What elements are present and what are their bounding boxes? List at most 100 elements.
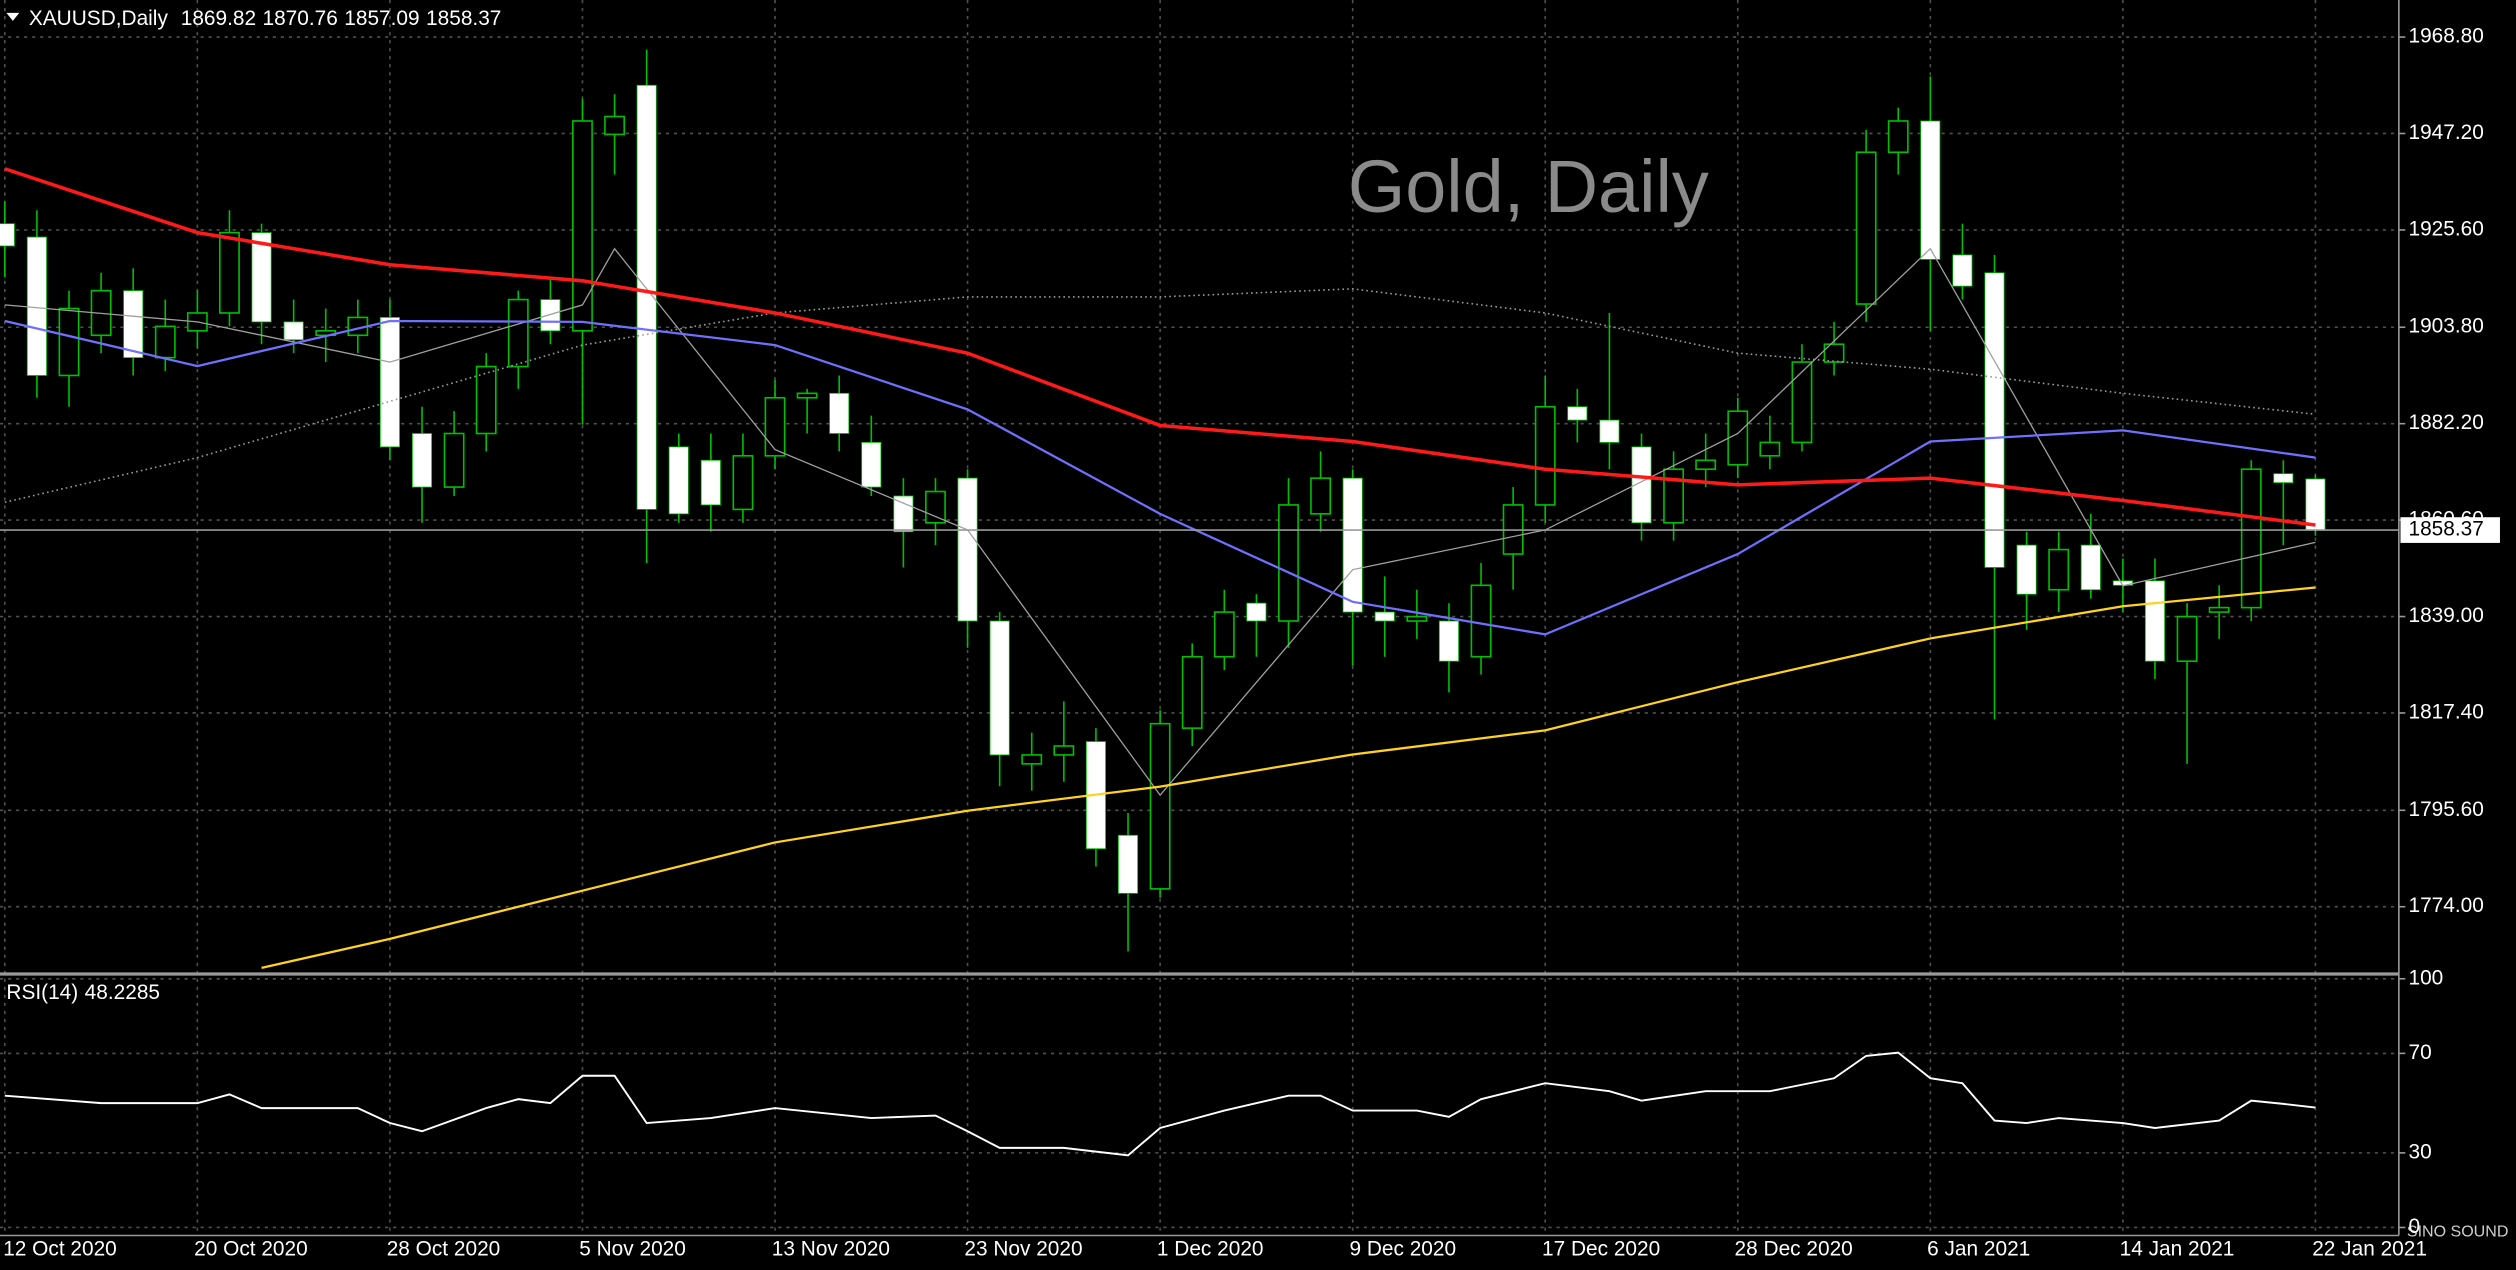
candle-body xyxy=(2144,580,2165,662)
x-tick-label: 28 Oct 2020 xyxy=(387,1237,501,1260)
open: 1869.82 xyxy=(181,7,256,30)
candle-body xyxy=(1246,602,1267,622)
y-tick-label: 1795.60 xyxy=(2408,798,2483,821)
candle-body xyxy=(925,490,946,524)
y-tick-label: 1839.00 xyxy=(2408,604,2483,627)
menu-arrow[interactable] xyxy=(6,12,20,21)
watermark: Gold, Daily xyxy=(1348,145,1709,228)
candle-body xyxy=(411,433,433,488)
x-tick-label: 1 Dec 2020 xyxy=(1157,1237,1264,1260)
current-price-label: 1858.37 xyxy=(2408,518,2483,541)
y-tick-label: 1817.40 xyxy=(2408,700,2483,723)
logo: SINO SOUND xyxy=(2407,1223,2509,1241)
x-tick-label: 22 Jan 2021 xyxy=(2312,1237,2427,1260)
rsi-label: RSI(14) xyxy=(6,981,78,1004)
candle-body xyxy=(1599,419,1620,443)
candle-body xyxy=(2048,548,2070,591)
candle-body xyxy=(1534,405,1556,506)
y-tick-label: 1903.80 xyxy=(2408,315,2483,338)
candle-body xyxy=(26,236,47,376)
candle-body xyxy=(1567,406,1588,421)
candle-body xyxy=(957,477,978,622)
x-tick-label: 13 Nov 2020 xyxy=(772,1237,890,1260)
candle-body xyxy=(700,459,721,506)
candle-body xyxy=(443,432,465,488)
candle-body xyxy=(1791,361,1813,444)
x-tick-label: 17 Dec 2020 xyxy=(1542,1237,1660,1260)
symbol: XAUUSD,Daily xyxy=(29,7,169,30)
moving-average xyxy=(4,319,2316,636)
candle-body xyxy=(764,396,786,457)
candle-body xyxy=(1149,722,1171,890)
candle-body xyxy=(1695,459,1717,471)
candle-body xyxy=(1278,504,1299,622)
x-tick-label: 28 Dec 2020 xyxy=(1735,1237,1853,1260)
candle-body xyxy=(2080,544,2101,591)
candle-body xyxy=(1984,272,2005,568)
candle-body xyxy=(1631,446,1652,524)
y-tick-label: 1968.80 xyxy=(2408,25,2483,48)
candle-body xyxy=(1117,834,1139,894)
candle-body xyxy=(796,392,818,399)
candle-body xyxy=(1310,477,1332,515)
candle-body xyxy=(1342,477,1363,613)
candle-body xyxy=(1823,343,1845,363)
rsi-header: RSI(14) 48.2285 xyxy=(6,981,160,1004)
y-tick-label: 1947.20 xyxy=(2408,121,2483,144)
candle-body xyxy=(1181,655,1203,729)
rsi-tick-label: 100 xyxy=(2408,966,2443,989)
x-tick-label: 20 Oct 2020 xyxy=(194,1237,308,1260)
rsi-last: 48.2285 xyxy=(85,981,160,1004)
rsi-tick-label: 30 xyxy=(2408,1140,2431,1163)
candle-body xyxy=(0,223,15,247)
candle-body xyxy=(251,232,272,323)
low: 1857.09 xyxy=(344,7,419,30)
x-tick-label: 12 Oct 2020 xyxy=(3,1237,117,1260)
candle-body xyxy=(475,365,497,435)
x-tick-label: 5 Nov 2020 xyxy=(579,1237,686,1260)
candle-body xyxy=(2016,544,2037,595)
x-tick-label: 14 Jan 2021 xyxy=(2120,1237,2235,1260)
rsi-tick-label: 0 xyxy=(2408,1215,2420,1238)
candle-body xyxy=(1920,120,1941,260)
candle-body xyxy=(1021,754,1043,765)
candle-body xyxy=(1213,611,1235,658)
candle-body xyxy=(58,307,80,377)
candle-body xyxy=(2273,473,2294,484)
rsi-line xyxy=(4,1051,2316,1157)
candle-body xyxy=(989,620,1010,756)
close: 1858.37 xyxy=(426,7,501,30)
candle-body xyxy=(1438,620,1459,662)
candle-body xyxy=(604,115,625,136)
candle-body xyxy=(732,455,754,511)
header: XAUUSD,Daily 1869.82 1870.76 1857.09 1858.37 xyxy=(29,7,502,30)
y-tick-label: 1774.00 xyxy=(2408,894,2483,917)
x-tick-label: 9 Dec 2020 xyxy=(1349,1237,1456,1260)
y-tick-label: 1925.60 xyxy=(2408,217,2483,240)
candle-body xyxy=(1727,410,1749,466)
candle-body xyxy=(507,298,529,368)
candle-body xyxy=(893,495,914,533)
marks xyxy=(0,49,2326,1157)
x-tick-label: 23 Nov 2020 xyxy=(964,1237,1082,1260)
moving-average xyxy=(4,247,2316,797)
candle-body xyxy=(2240,468,2262,609)
candle-body xyxy=(668,446,689,515)
candle-body xyxy=(154,325,176,359)
candle-body xyxy=(2208,606,2230,613)
candle-body xyxy=(219,231,240,314)
x-tick-label: 6 Jan 2021 xyxy=(1927,1237,2030,1260)
candle-body xyxy=(636,84,657,510)
candle-body xyxy=(829,392,850,434)
candle-body xyxy=(1663,468,1685,524)
candle-body xyxy=(1759,441,1781,457)
candle-body xyxy=(572,120,593,332)
candle-body xyxy=(283,321,304,341)
current-price-box xyxy=(2400,517,2500,543)
candle-body xyxy=(540,299,561,332)
candle-body xyxy=(1887,120,1909,154)
candle-body xyxy=(123,290,144,359)
candle-body xyxy=(861,442,882,488)
candle-body xyxy=(1053,745,1075,756)
